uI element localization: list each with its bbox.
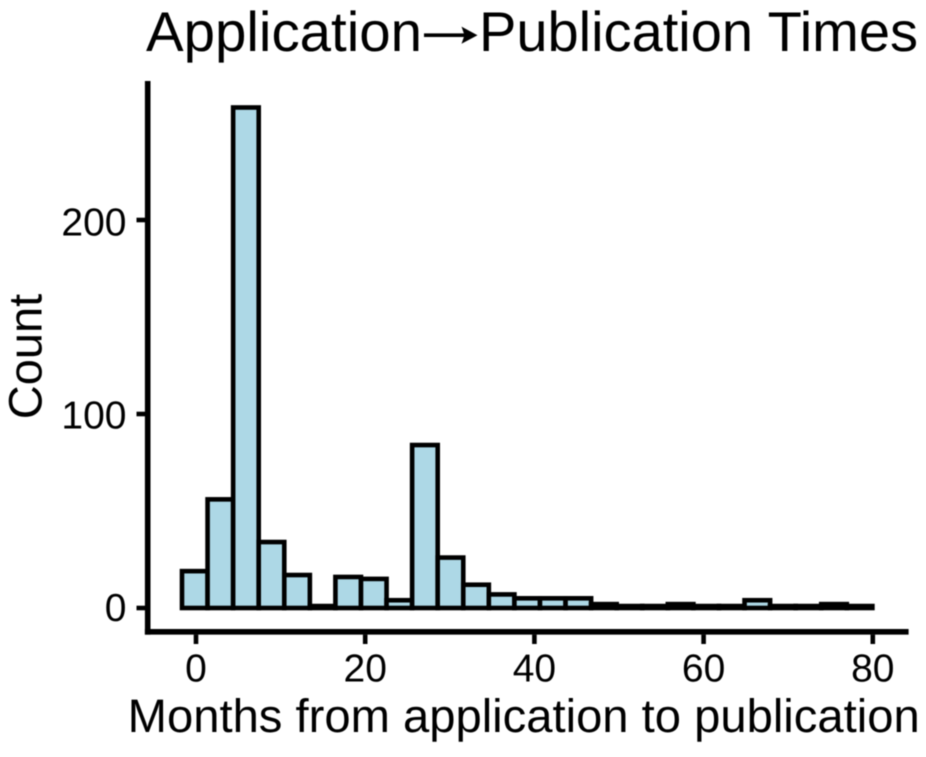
svg-text:0: 0 xyxy=(185,648,207,691)
svg-text:Publication Times: Publication Times xyxy=(479,0,918,63)
svg-text:20: 20 xyxy=(344,648,387,691)
svg-text:40: 40 xyxy=(513,648,556,691)
svg-text:Months from application to pub: Months from application to publication xyxy=(128,689,920,742)
svg-text:80: 80 xyxy=(851,648,894,691)
svg-text:200: 200 xyxy=(61,202,126,245)
svg-text:Count: Count xyxy=(0,294,52,419)
svg-text:0: 0 xyxy=(105,587,127,630)
svg-text:Application: Application xyxy=(146,0,422,63)
svg-text:60: 60 xyxy=(682,648,725,691)
svg-text:100: 100 xyxy=(61,395,126,438)
